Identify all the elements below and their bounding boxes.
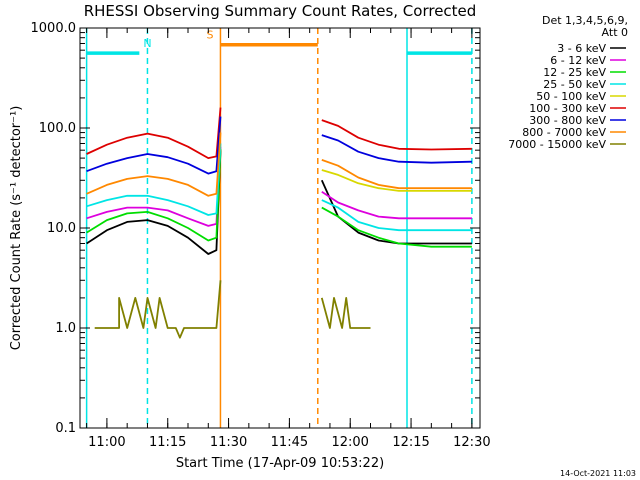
marker-label: S xyxy=(206,29,213,42)
chart-title: RHESSI Observing Summary Count Rates, Co… xyxy=(84,2,477,20)
x-tick-label: 12:30 xyxy=(453,435,490,450)
x-tick-label: 11:15 xyxy=(149,435,186,450)
plot-frame xyxy=(79,27,481,429)
series-line xyxy=(321,159,472,190)
y-tick-label: 100.0 xyxy=(39,121,76,136)
y-tick-label: 1.0 xyxy=(55,321,76,336)
x-tick-label: 11:30 xyxy=(210,435,247,450)
footer-date: 14-Oct-2021 11:03 xyxy=(560,469,636,478)
legend-label: 7000 - 15000 keV xyxy=(508,138,606,151)
series-line xyxy=(321,134,472,164)
markers-layer: NS xyxy=(85,28,473,428)
legend-label: 12 - 25 keV xyxy=(543,66,606,79)
series-line xyxy=(86,132,222,197)
y-axis-label: Corrected Count Rate (s⁻¹ detector⁻¹) xyxy=(9,106,24,351)
x-tick-label: 12:00 xyxy=(331,435,368,450)
series-line xyxy=(320,296,371,329)
series-layer xyxy=(86,107,472,339)
y-tick-label: 1000.0 xyxy=(31,21,77,36)
series-line xyxy=(321,191,472,220)
series-line xyxy=(321,199,472,232)
x-tick-label: 11:00 xyxy=(88,435,125,450)
axis-layer: 0.1 1.0 10.0 100.0 1000.0 11:00 11:15 11:30 11:4… xyxy=(31,21,491,450)
legend-label: 100 - 300 keV xyxy=(529,102,606,115)
series-line xyxy=(86,146,222,227)
legend-label: 3 - 6 keV xyxy=(557,42,606,55)
series-line xyxy=(321,119,472,151)
series-line xyxy=(321,169,472,192)
legend-label: 25 - 50 keV xyxy=(543,78,606,91)
series-line xyxy=(86,116,222,175)
x-tick-label: 11:45 xyxy=(271,435,308,450)
legend-label: 800 - 7000 keV xyxy=(522,126,606,139)
legend-header: Att 0 xyxy=(602,26,628,39)
y-tick-label: 10.0 xyxy=(47,221,76,236)
series-line xyxy=(321,206,472,248)
legend-label: 300 - 800 keV xyxy=(529,114,606,127)
legend-label: 50 - 100 keV xyxy=(536,90,606,103)
series-line xyxy=(86,148,222,242)
y-tick-label: 0.1 xyxy=(55,421,76,436)
x-tick-label: 12:15 xyxy=(392,435,429,450)
legend-header: Det 1,3,4,5,6,9, xyxy=(542,14,628,27)
series-line xyxy=(86,143,222,216)
series-line xyxy=(94,280,222,339)
x-axis-label: Start Time (17-Apr-09 10:53:22) xyxy=(176,456,384,471)
series-line xyxy=(86,107,222,160)
legend-label: 6 - 12 keV xyxy=(550,54,606,67)
series-line xyxy=(86,150,222,255)
